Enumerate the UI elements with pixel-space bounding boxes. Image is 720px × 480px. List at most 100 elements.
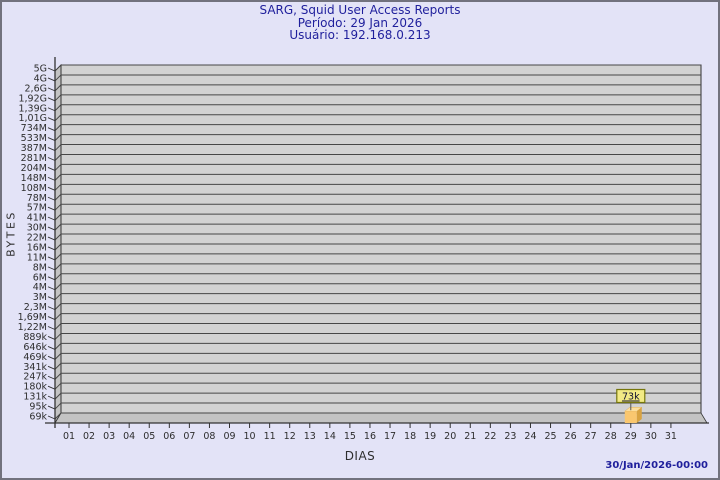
x-tick-label: 04: [123, 431, 135, 442]
bar-side-face: [636, 407, 642, 423]
y-tick-label: 78M: [27, 193, 47, 204]
wall-gridline-slant: [54, 84, 62, 92]
y-tick-label: 2,3M: [24, 302, 47, 313]
y-tick: [47, 206, 56, 211]
x-tick-label: 16: [364, 431, 376, 442]
y-tick: [47, 276, 56, 281]
y-tick-label: 180k: [23, 382, 47, 393]
wall-gridline-slant: [54, 273, 62, 281]
wall-gridline-slant: [54, 392, 62, 400]
y-tick-label: 11M: [27, 252, 47, 263]
y-tick-label: 95k: [29, 402, 47, 413]
x-tick-label: 05: [143, 431, 155, 442]
wall-gridline-slant: [54, 382, 62, 390]
y-tick: [47, 256, 56, 261]
y-tick: [47, 316, 56, 320]
wall-gridline-slant: [54, 213, 62, 221]
x-tick-label: 24: [524, 431, 536, 442]
y-tick-label: 1,01G: [18, 113, 47, 124]
y-tick: [47, 345, 56, 350]
wall-gridline-slant: [54, 104, 62, 112]
value-tooltip-label: 73k: [622, 392, 640, 403]
y-tick: [47, 176, 56, 181]
y-tick-label: 2,6G: [25, 83, 47, 94]
y-tick-label: 387M: [21, 143, 47, 154]
y-tick: [47, 77, 56, 82]
x-tick-label: 22: [484, 431, 496, 442]
y-tick-label: 131k: [23, 392, 47, 403]
bar-front-face: [624, 411, 637, 423]
y-tick-label: 4M: [33, 282, 47, 293]
y-tick: [47, 157, 56, 161]
x-tick-label: 19: [424, 431, 436, 442]
x-tick-label: 18: [404, 431, 416, 442]
wall-gridline-slant: [54, 333, 62, 340]
y-axis-title: BYTES: [4, 210, 18, 257]
wall-gridline-slant: [54, 362, 62, 370]
y-tick: [47, 326, 56, 330]
x-tick-label: 01: [63, 431, 75, 442]
wall-gridline-slant: [54, 412, 62, 420]
y-tick-label: 247k: [23, 372, 47, 383]
x-tick-label: 21: [464, 431, 476, 442]
y-tick: [47, 137, 56, 142]
generation-timestamp: 30/Jan/2026-00:00: [605, 460, 708, 471]
wall-gridline-slant: [54, 203, 62, 211]
report-title: SARG, Squid User Access Reports: [259, 3, 461, 17]
x-tick-label: 31: [665, 431, 677, 442]
wall-gridline-slant: [54, 74, 62, 82]
x-tick-label: 03: [103, 431, 115, 442]
y-tick-label: 281M: [21, 153, 47, 164]
y-tick-label: 69k: [29, 412, 47, 423]
x-tick-label: 27: [585, 431, 597, 442]
wall-gridline-slant: [54, 154, 62, 161]
x-tick-label: 30: [645, 431, 657, 442]
x-tick-label: 09: [223, 431, 235, 442]
y-tick-label: 533M: [21, 133, 47, 144]
wall-gridline-slant: [54, 343, 62, 350]
x-tick-label: 15: [344, 431, 356, 442]
wall-gridline-slant: [54, 402, 62, 410]
x-tick-label: 13: [304, 431, 316, 442]
y-tick: [47, 395, 56, 400]
wall-gridline-slant: [54, 114, 62, 122]
report-header: SARG, Squid User Access Reports Período:…: [2, 4, 718, 42]
x-tick-label: 11: [264, 431, 276, 442]
x-tick-label: 06: [163, 431, 175, 442]
x-tick-label: 20: [444, 431, 456, 442]
y-tick-label: 41M: [27, 213, 47, 224]
y-tick-label: 889k: [23, 332, 47, 343]
y-tick: [47, 336, 56, 340]
x-tick-label: 14: [324, 431, 336, 442]
wall-gridline-slant: [54, 164, 62, 171]
y-tick-label: 1,92G: [18, 93, 47, 104]
y-tick-label: 1,22M: [18, 322, 47, 333]
y-tick: [47, 415, 56, 420]
y-tick: [47, 97, 56, 102]
report-period: Período: 29 Jan 2026: [297, 15, 423, 30]
y-tick: [47, 87, 56, 92]
wall-gridline-slant: [54, 144, 62, 151]
x-tick-label: 02: [83, 431, 95, 442]
y-tick-label: 469k: [23, 352, 47, 363]
x-tick-label: 25: [544, 431, 556, 442]
y-tick-label: 57M: [27, 203, 47, 214]
wall-gridline-slant: [54, 253, 62, 261]
y-tick-label: 341k: [23, 362, 47, 373]
y-tick: [47, 226, 56, 231]
wall-gridline-slant: [54, 193, 62, 201]
x-axis-title: DIAS: [344, 449, 376, 463]
wall-gridline-slant: [54, 352, 62, 360]
y-tick-label: 108M: [21, 183, 47, 194]
wall-gridline-slant: [54, 124, 62, 132]
x-tick-label: 10: [244, 431, 256, 442]
wall-gridline-slant: [54, 313, 62, 320]
wall-gridline-slant: [54, 243, 62, 251]
y-tick: [47, 216, 56, 221]
y-tick: [47, 296, 56, 301]
y-tick-label: 30M: [27, 223, 47, 234]
y-tick-label: 16M: [27, 242, 47, 253]
y-tick-label: 4G: [34, 73, 47, 84]
x-tick-label: 23: [504, 431, 516, 442]
